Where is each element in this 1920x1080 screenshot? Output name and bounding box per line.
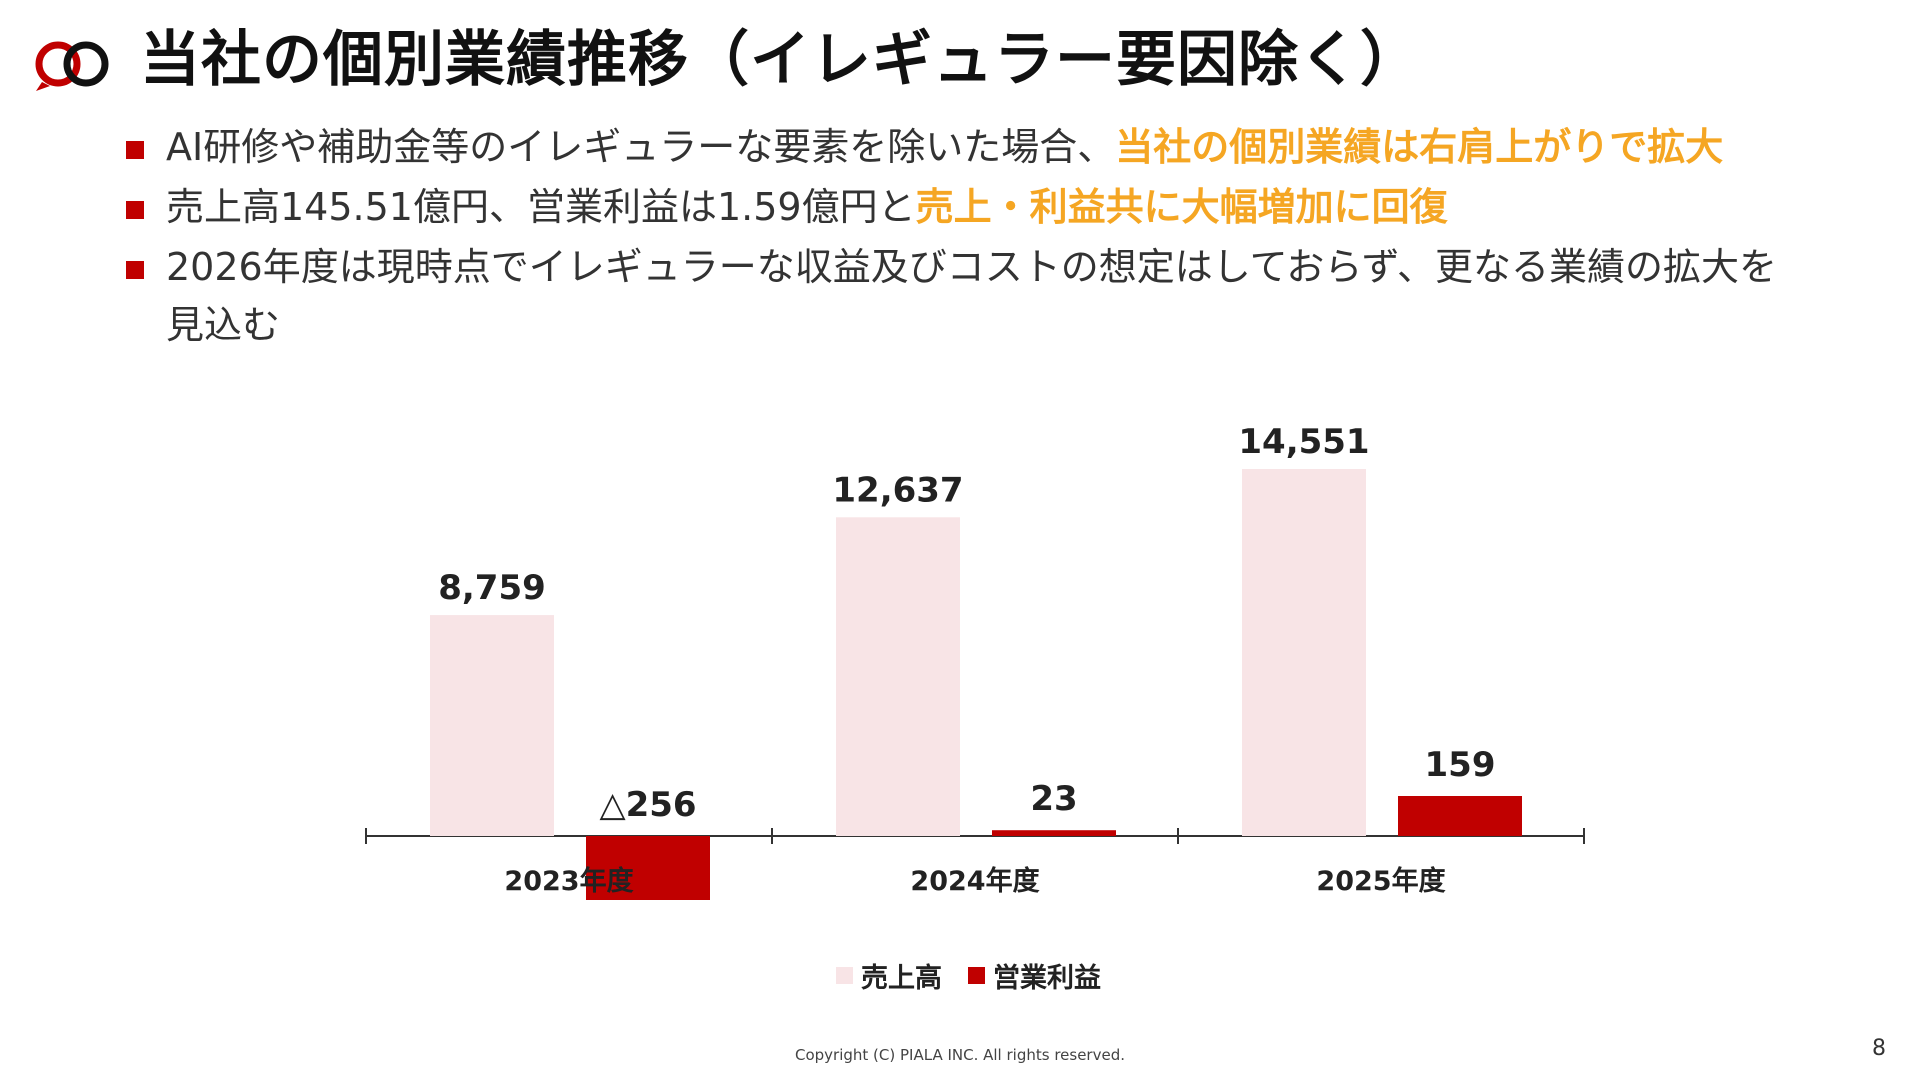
bar-operating-profit-0 [586,836,710,900]
bullet-marker [126,141,144,159]
page-number: 8 [1872,1036,1886,1061]
legend-swatch-operating-profit [968,967,985,984]
page-title: 当社の個別業績推移（イレギュラー要因除く） [140,25,1421,95]
bullet-text: 2026年度は現時点でイレギュラーな収益及びコストの想定はしておらず、更なる業績… [166,245,1778,347]
data-label-sales-1: 12,637 [832,470,963,510]
bar-sales-0 [430,615,554,836]
copyright-text: Copyright (C) PIALA INC. All rights rese… [795,1046,1125,1064]
bullet-marker [126,261,144,279]
legend-label-sales: 売上高 [861,963,942,994]
bullet-highlight: 当社の個別業績は右肩上がりで拡大 [1115,125,1724,169]
legend-swatch-sales [836,967,853,984]
bullet-item: 売上高145.51億円、営業利益は1.59億円と売上・利益共に大幅増加に回復 [126,178,1846,236]
piala-logo-icon [35,41,109,91]
bar-sales-1 [836,517,960,836]
bullet-text: AI研修や補助金等のイレギュラーな要素を除いた場合、 [166,125,1116,169]
data-label-operating-profit-0: △256 [599,785,696,825]
legend-item-operating-profit: 営業利益 [968,956,1101,995]
x-tick-label-0: 2023年度 [504,865,633,897]
bar-operating-profit-2 [1398,796,1522,836]
chart-legend: 売上高 営業利益 [836,956,1101,995]
data-label-sales-0: 8,759 [438,568,546,608]
bar-operating-profit-1 [992,830,1116,836]
x-tick-label-2: 2025年度 [1316,865,1445,897]
bar-sales-2 [1242,469,1366,836]
bullet-highlight: 売上・利益共に大幅増加に回復 [915,185,1448,229]
bullet-marker [126,201,144,219]
bullet-item: AI研修や補助金等のイレギュラーな要素を除いた場合、当社の個別業績は右肩上がりで… [126,118,1846,176]
legend-item-sales: 売上高 [836,956,942,995]
bullet-list: AI研修や補助金等のイレギュラーな要素を除いた場合、当社の個別業績は右肩上がりで… [126,118,1846,354]
bullet-item: 2026年度は現時点でイレギュラーな収益及びコストの想定はしておらず、更なる業績… [126,238,1806,354]
bullet-text: 売上高145.51億円、営業利益は1.59億円と [166,185,916,229]
legend-label-operating-profit: 営業利益 [993,963,1101,994]
data-label-sales-2: 14,551 [1238,422,1369,462]
data-label-operating-profit-2: 159 [1425,745,1496,785]
data-label-operating-profit-1: 23 [1030,779,1077,819]
x-tick-label-1: 2024年度 [910,865,1039,897]
